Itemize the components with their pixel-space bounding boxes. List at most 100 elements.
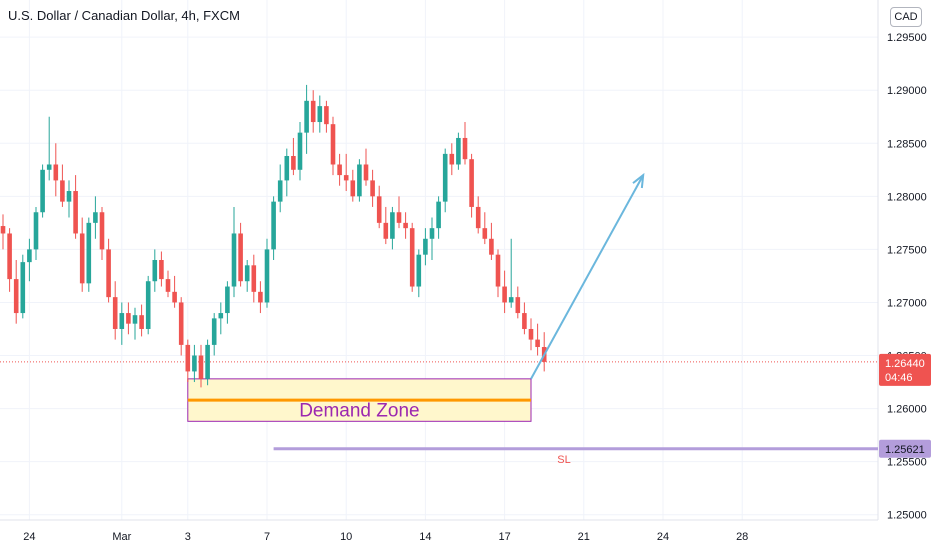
candle-body[interactable] — [502, 286, 507, 303]
candle-body[interactable] — [436, 201, 441, 229]
candle-body[interactable] — [225, 286, 230, 314]
candle-body[interactable] — [330, 124, 336, 165]
x-tick-label: 28 — [736, 531, 748, 543]
candle-body[interactable] — [66, 191, 72, 202]
candle-body[interactable] — [291, 156, 296, 170]
candle-body[interactable] — [27, 249, 32, 263]
candle-body[interactable] — [456, 137, 461, 165]
candle-body[interactable] — [469, 159, 474, 207]
y-tick-label: 1.29500 — [887, 32, 927, 44]
candle-body[interactable] — [304, 100, 309, 133]
candle-body[interactable] — [73, 191, 78, 234]
candle-body[interactable] — [258, 291, 263, 303]
candle-body[interactable] — [132, 315, 138, 324]
candle-body[interactable] — [343, 175, 349, 181]
candle-body[interactable] — [251, 265, 257, 292]
currency-button[interactable]: CAD — [890, 7, 922, 27]
stop-loss-price-tag — [879, 439, 931, 458]
candle-body[interactable] — [482, 228, 488, 239]
candle-body[interactable] — [271, 201, 276, 250]
candle-body[interactable] — [383, 222, 389, 239]
countdown-timer: 04:46 — [885, 372, 913, 384]
candle-body[interactable] — [86, 222, 92, 284]
candle-body[interactable] — [211, 318, 217, 345]
candle-body[interactable] — [20, 262, 26, 314]
candle-body[interactable] — [370, 180, 375, 197]
candle-body[interactable] — [363, 164, 369, 181]
candle-body[interactable] — [324, 106, 329, 125]
candle-body[interactable] — [390, 212, 395, 239]
stop-loss-label: SL — [557, 454, 570, 466]
candle-body[interactable] — [396, 212, 402, 223]
candle-body[interactable] — [284, 156, 290, 181]
candle-body[interactable] — [46, 164, 52, 170]
candle-body[interactable] — [277, 180, 283, 202]
candle-body[interactable] — [310, 100, 316, 123]
candle-body[interactable] — [528, 328, 534, 340]
candle-body[interactable] — [159, 260, 164, 280]
candle-body[interactable] — [508, 297, 514, 303]
x-tick-label: 10 — [340, 531, 352, 543]
candle-body[interactable] — [119, 313, 125, 329]
candle-body[interactable] — [178, 302, 184, 345]
candle-body[interactable] — [462, 137, 468, 160]
candle-body[interactable] — [165, 279, 171, 292]
candle-body[interactable] — [449, 153, 455, 165]
candle-body[interactable] — [145, 281, 151, 329]
candle-body[interactable] — [522, 313, 527, 329]
candle-body[interactable] — [79, 233, 85, 284]
candle-body[interactable] — [192, 355, 197, 372]
candle-body[interactable] — [442, 153, 448, 202]
candle-body[interactable] — [172, 291, 177, 303]
candle-body[interactable] — [429, 228, 435, 239]
candle-body[interactable] — [198, 355, 204, 379]
candle-body[interactable] — [416, 254, 422, 287]
demand-zone-label: Demand Zone — [299, 400, 419, 421]
candle-body[interactable] — [7, 233, 12, 280]
candle-body[interactable] — [403, 222, 408, 229]
y-tick-label: 1.29000 — [887, 85, 927, 97]
candle-body[interactable] — [423, 238, 428, 255]
candle-body[interactable] — [40, 169, 45, 213]
candle-body[interactable] — [264, 249, 270, 303]
candle-body[interactable] — [139, 315, 144, 329]
candle-body[interactable] — [297, 132, 303, 170]
candle-body[interactable] — [99, 212, 105, 250]
candle-body[interactable] — [495, 254, 501, 287]
candle-body[interactable] — [218, 313, 224, 319]
candle-body[interactable] — [231, 233, 237, 287]
x-tick-label: 24 — [657, 531, 669, 543]
candle-body[interactable] — [515, 297, 521, 314]
candle-body[interactable] — [238, 233, 243, 282]
candle-body[interactable] — [357, 164, 362, 197]
y-tick-label: 1.25500 — [887, 457, 927, 469]
x-tick-label: 24 — [23, 531, 35, 543]
candle-body[interactable] — [475, 206, 481, 229]
candle-body[interactable] — [489, 238, 494, 255]
candle-body[interactable] — [376, 196, 382, 223]
candle-body[interactable] — [112, 297, 118, 329]
candle-body[interactable] — [13, 279, 19, 314]
candle-body[interactable] — [53, 164, 59, 181]
candle-body[interactable] — [317, 106, 323, 123]
candle-body[interactable] — [205, 344, 210, 379]
candle-body[interactable] — [409, 228, 415, 287]
candle-body[interactable] — [106, 249, 111, 298]
candle-body[interactable] — [244, 265, 250, 282]
projection-arrow-line[interactable] — [530, 174, 645, 380]
candle-body[interactable] — [33, 212, 39, 250]
candle-body[interactable] — [152, 260, 158, 282]
candle-body[interactable] — [93, 212, 98, 223]
candle-body[interactable] — [126, 313, 131, 324]
y-tick-label: 1.27500 — [887, 244, 927, 256]
candle-body[interactable] — [350, 180, 356, 197]
candle-body[interactable] — [337, 164, 342, 176]
candle-body[interactable] — [0, 226, 6, 234]
candle-body[interactable] — [535, 339, 540, 348]
x-tick-label: Mar — [112, 531, 131, 543]
candle-body[interactable] — [60, 180, 65, 202]
candle-body[interactable] — [185, 344, 191, 372]
x-tick-label: 14 — [419, 531, 431, 543]
